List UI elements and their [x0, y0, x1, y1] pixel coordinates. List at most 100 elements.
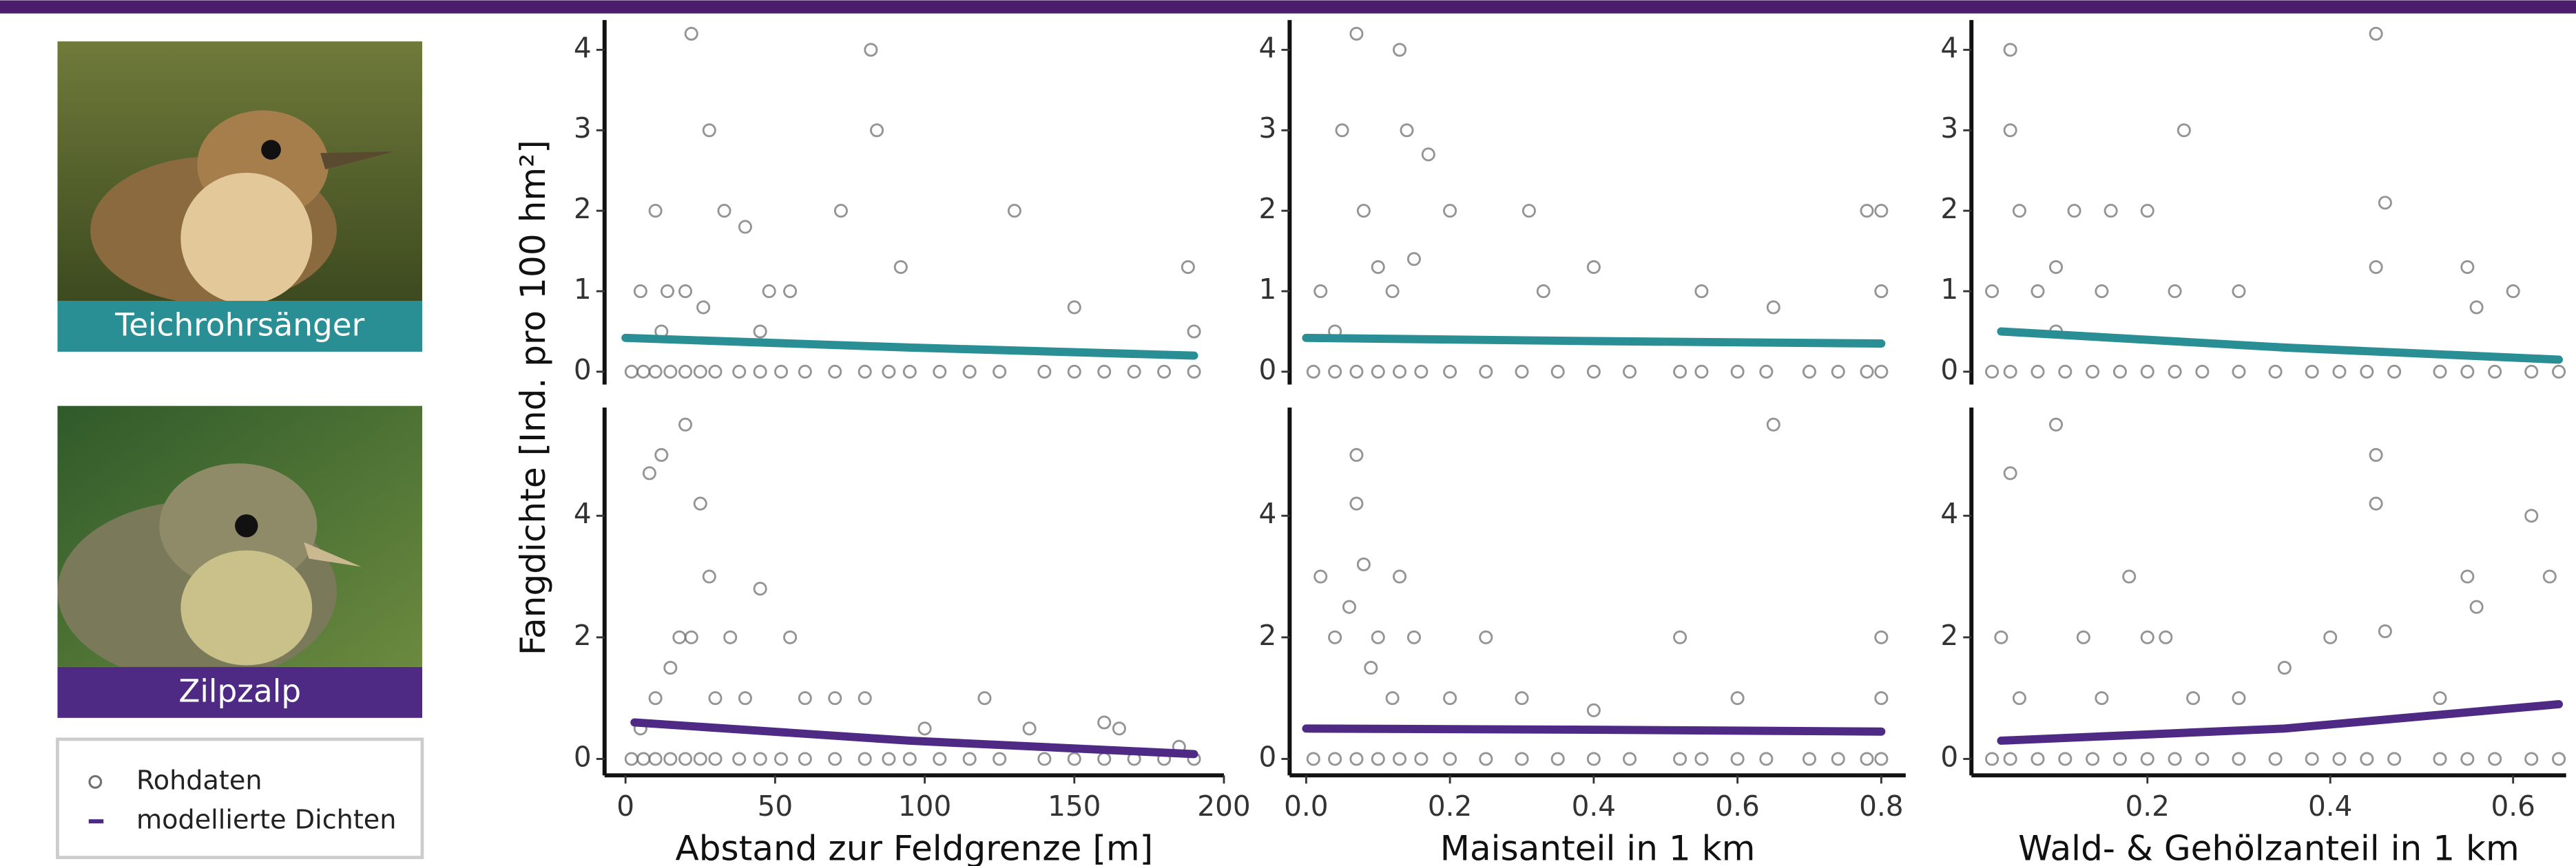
data-point	[624, 364, 638, 379]
data-point	[2268, 752, 2283, 766]
data-point	[1371, 260, 1385, 274]
data-point	[882, 752, 896, 766]
data-point	[1097, 715, 1112, 730]
data-point	[2003, 123, 2017, 138]
data-point	[1766, 417, 1780, 432]
x-tick-label: 0.4	[2308, 790, 2352, 823]
data-point	[1673, 364, 1687, 379]
data-point	[717, 204, 731, 218]
data-point	[2086, 752, 2100, 766]
data-point	[2369, 496, 2383, 511]
data-point	[648, 752, 663, 766]
data-point	[2488, 364, 2502, 379]
data-point	[684, 630, 698, 644]
x-tick-label: 0.2	[2126, 790, 2170, 823]
data-point	[1393, 569, 1407, 584]
data-point	[2012, 691, 2026, 706]
data-point	[633, 284, 647, 299]
data-point	[1479, 364, 1493, 379]
data-point	[1127, 364, 1141, 379]
data-point	[2012, 204, 2026, 218]
data-point	[2140, 752, 2154, 766]
data-point	[1479, 752, 1493, 766]
model-line	[1997, 327, 2564, 364]
data-point	[678, 417, 693, 432]
data-point	[882, 364, 896, 379]
data-point	[2168, 284, 2182, 299]
data-point	[2542, 569, 2557, 584]
data-point	[1187, 324, 1201, 339]
data-point	[917, 721, 932, 736]
data-point	[1694, 752, 1709, 766]
data-point	[1067, 752, 1081, 766]
x-axis-title: Wald- & Gehölzanteil in 1 km	[2018, 829, 2520, 866]
data-point	[1356, 557, 1371, 571]
data-point	[2159, 630, 2173, 644]
data-point	[2095, 284, 2109, 299]
data-point	[702, 123, 716, 138]
data-point	[1766, 300, 1780, 315]
data-point	[2488, 752, 2502, 766]
data-point	[1874, 691, 1889, 706]
data-point	[1623, 752, 1637, 766]
data-point	[738, 691, 752, 706]
data-point	[1371, 752, 1385, 766]
y-tick-label: 2	[1940, 192, 1958, 225]
data-point	[993, 364, 1007, 379]
data-point	[738, 220, 752, 234]
data-point	[1802, 752, 1816, 766]
data-point	[993, 752, 1007, 766]
data-point	[648, 204, 663, 218]
data-point	[2058, 752, 2073, 766]
data-point	[624, 752, 638, 766]
data-point	[2469, 600, 2484, 614]
data-point	[696, 300, 711, 315]
data-point	[2332, 364, 2347, 379]
data-point	[2195, 752, 2210, 766]
data-point	[1443, 752, 1457, 766]
data-point	[783, 630, 798, 644]
data-point	[2469, 300, 2484, 315]
y-tick-label: 4	[574, 497, 592, 530]
data-point	[902, 752, 917, 766]
data-point	[1181, 260, 1195, 274]
photo-chiffchaff	[57, 405, 422, 682]
data-point	[1443, 364, 1457, 379]
data-point	[1157, 364, 1172, 379]
data-point	[654, 447, 669, 462]
data-point	[1342, 600, 1357, 614]
data-point	[1515, 364, 1529, 379]
data-point	[1406, 630, 1421, 644]
data-point	[753, 364, 767, 379]
data-point	[672, 630, 687, 644]
data-point	[1759, 364, 1774, 379]
data-point	[858, 364, 872, 379]
data-point	[2524, 509, 2539, 523]
data-point	[2003, 466, 2017, 480]
data-point	[2360, 364, 2374, 379]
data-point	[1356, 204, 1371, 218]
data-point	[1874, 752, 1889, 766]
data-point	[933, 752, 947, 766]
data-point	[1187, 364, 1201, 379]
data-point	[2268, 364, 2283, 379]
data-point	[2378, 624, 2392, 639]
data-point	[774, 752, 789, 766]
data-point	[1306, 752, 1320, 766]
data-point	[828, 752, 842, 766]
data-point	[1586, 260, 1601, 274]
data-point	[1328, 752, 1342, 766]
y-tick-label: 4	[1940, 31, 1958, 64]
data-point	[1067, 364, 1081, 379]
data-point	[642, 466, 656, 480]
data-point	[636, 752, 651, 766]
data-point	[1994, 630, 2008, 644]
data-point	[1802, 364, 1816, 379]
data-point	[2030, 364, 2045, 379]
x-tick-label: 0.6	[1715, 790, 1759, 823]
y-tick-label: 2	[574, 192, 592, 225]
data-point	[2460, 752, 2475, 766]
data-point	[663, 752, 678, 766]
data-point	[1443, 691, 1457, 706]
data-point	[2003, 364, 2017, 379]
